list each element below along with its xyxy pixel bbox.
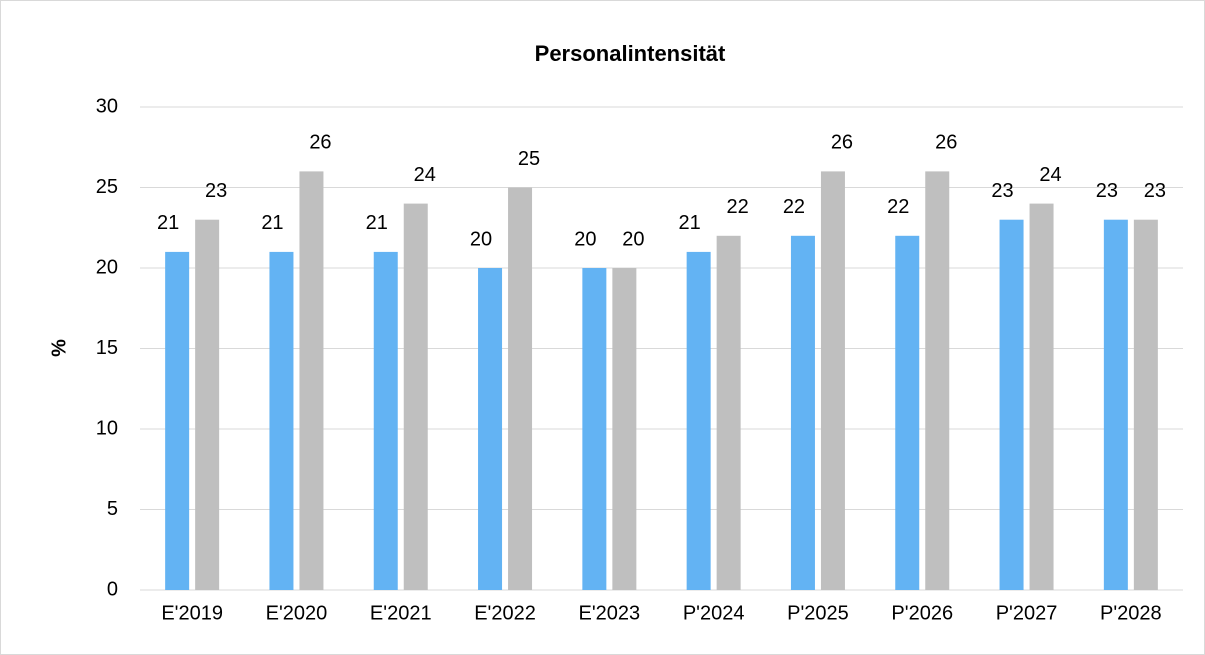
bar (612, 268, 637, 590)
bar (1133, 219, 1158, 590)
data-label: 25 (518, 148, 540, 170)
x-tick-label: P'2024 (683, 602, 745, 624)
bar (508, 187, 533, 590)
y-tick-label: 10 (96, 417, 118, 439)
data-label: 23 (1144, 180, 1166, 202)
x-tick-label: P'2025 (787, 602, 849, 624)
x-tick-label: E'2020 (266, 602, 328, 624)
data-label: 26 (935, 132, 957, 154)
data-label: 26 (309, 132, 331, 154)
data-label: 23 (991, 180, 1013, 202)
data-label: 21 (157, 212, 179, 234)
bar (165, 251, 190, 590)
x-tick-label: P'2027 (996, 602, 1058, 624)
bar (790, 235, 815, 591)
bar (925, 171, 950, 590)
bar (820, 171, 845, 590)
data-label: 22 (887, 196, 909, 218)
bar (299, 171, 324, 590)
x-tick-label: E'2021 (370, 602, 432, 624)
data-label: 24 (1039, 164, 1061, 186)
x-tick-label: E'2019 (161, 602, 223, 624)
data-label: 21 (679, 212, 701, 234)
data-label: 20 (470, 228, 492, 250)
y-tick-label: 5 (107, 498, 118, 520)
x-tick-label: E'2023 (579, 602, 641, 624)
y-axis-label: % (48, 339, 70, 357)
bar (686, 251, 711, 590)
bar (269, 251, 294, 590)
data-label: 21 (261, 212, 283, 234)
x-tick-label: E'2022 (474, 602, 536, 624)
data-label: 24 (414, 164, 436, 186)
bar (1103, 219, 1128, 590)
y-tick-label: 30 (96, 95, 118, 117)
data-label: 26 (831, 132, 853, 154)
bar (1029, 203, 1054, 590)
data-label: 20 (574, 228, 596, 250)
bar (895, 235, 920, 591)
y-tick-label: 0 (107, 578, 118, 600)
data-label: 22 (783, 196, 805, 218)
x-tick-label: P'2028 (1100, 602, 1162, 624)
bar (373, 251, 398, 590)
chart-title: Personalintensität (535, 41, 726, 66)
bar (582, 268, 607, 590)
bar (716, 235, 741, 591)
data-label: 20 (622, 228, 644, 250)
y-tick-label: 15 (96, 337, 118, 359)
y-tick-label: 25 (96, 176, 118, 198)
data-label: 22 (727, 196, 749, 218)
bar (195, 219, 220, 590)
bar (403, 203, 428, 590)
bar (999, 219, 1024, 590)
data-label: 21 (366, 212, 388, 234)
bar (478, 268, 503, 590)
y-tick-label: 20 (96, 256, 118, 278)
data-label: 23 (1096, 180, 1118, 202)
data-label: 23 (205, 180, 227, 202)
x-tick-label: P'2026 (891, 602, 953, 624)
